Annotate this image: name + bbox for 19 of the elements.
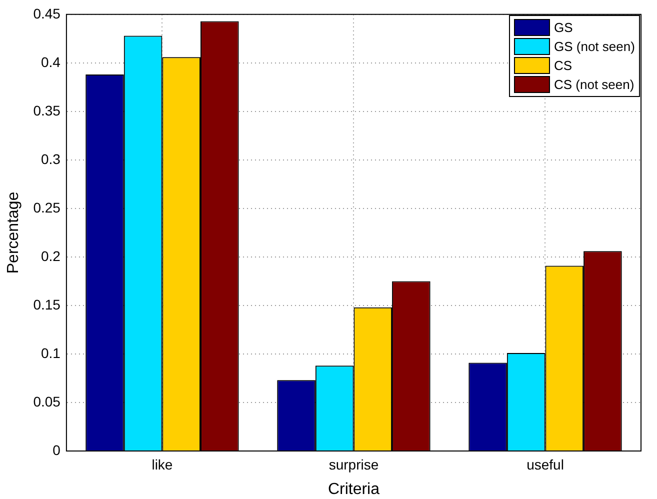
- y-tick-label: 0.4: [40, 54, 61, 70]
- legend-label: GS (not seen): [554, 39, 635, 54]
- x-tick-label: useful: [526, 456, 564, 472]
- y-tick-label: 0: [52, 442, 61, 458]
- x-axis-title: Criteria: [328, 480, 380, 498]
- y-tick-label: 0.45: [33, 5, 61, 22]
- legend-label: CS (not seen): [554, 77, 634, 92]
- y-tick-label: 0.35: [33, 102, 61, 118]
- y-tick-label: 0.2: [40, 248, 61, 264]
- y-tick-label: 0.1: [40, 344, 61, 361]
- y-axis-title: Percentage: [5, 192, 22, 274]
- y-tick-label: 0.25: [33, 199, 61, 216]
- y-tick-label: 0.15: [33, 296, 61, 312]
- x-tick-label: surprise: [328, 456, 379, 472]
- x-tick-label: like: [152, 456, 173, 472]
- legend-label: GS: [554, 20, 573, 36]
- y-tick-label: 0.3: [40, 150, 61, 167]
- y-tick-label: 0.05: [33, 393, 61, 410]
- legend-label: CS: [554, 58, 572, 74]
